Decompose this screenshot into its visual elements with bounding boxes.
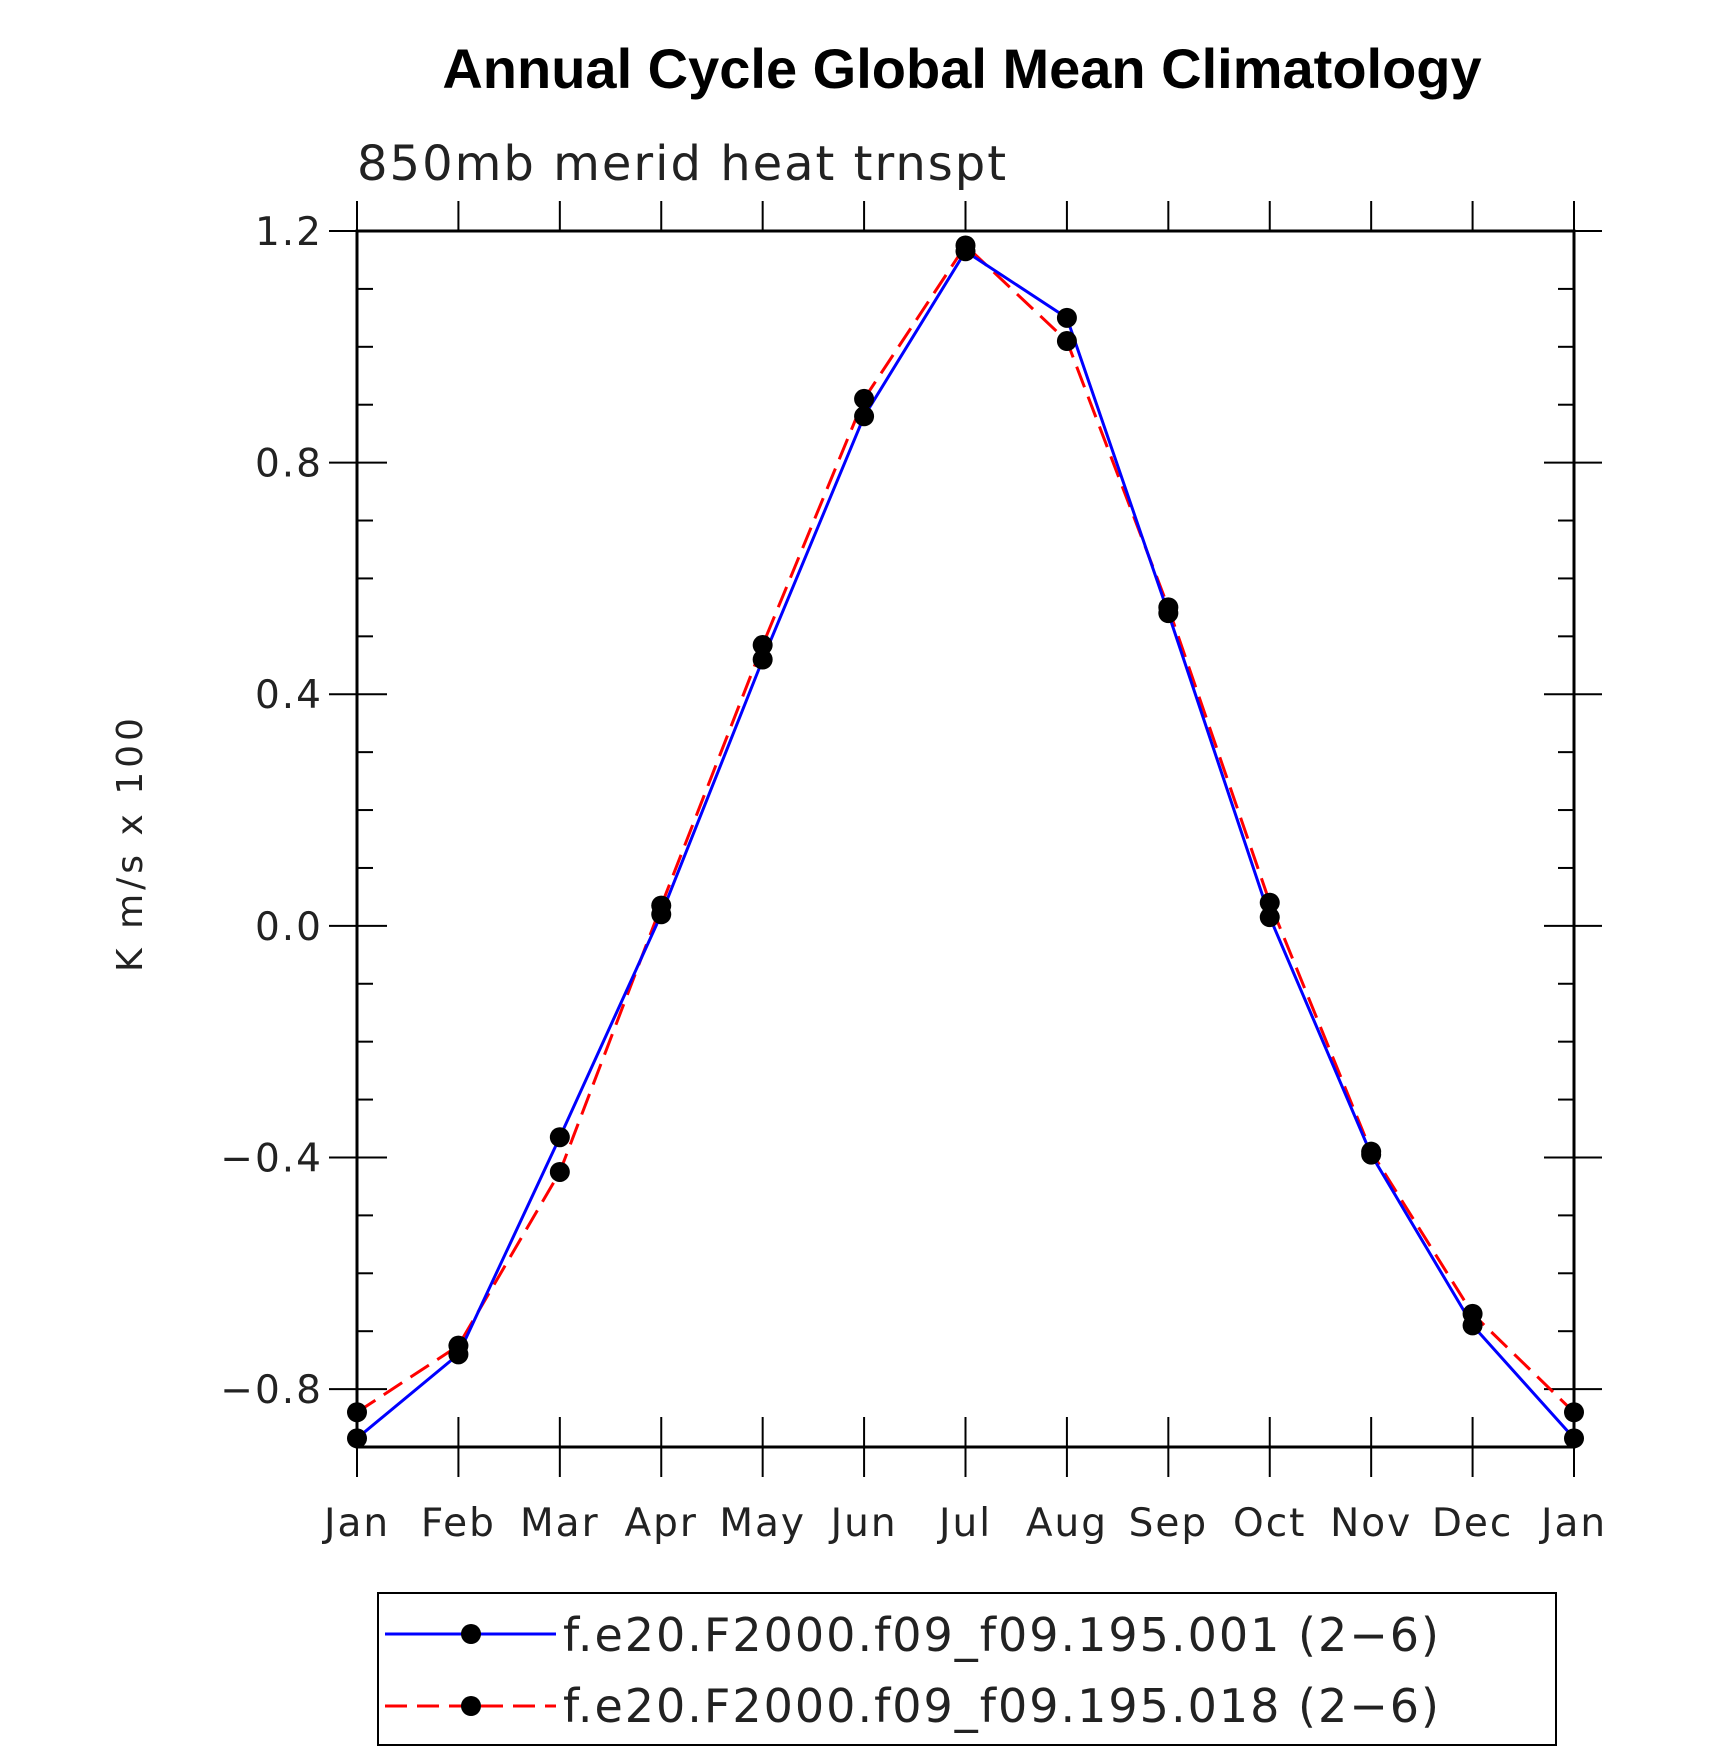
x-tick-label: May <box>719 1501 806 1546</box>
y-tick-label: −0.8 <box>220 1368 323 1413</box>
x-tick-label: Jun <box>828 1501 898 1546</box>
x-tick-label: Mar <box>520 1501 600 1546</box>
series-1-point <box>1564 1428 1584 1449</box>
chart-title: Annual Cycle Global Mean Climatology <box>442 37 1481 100</box>
y-tick-label: −0.4 <box>220 1136 323 1181</box>
series-2-point <box>1462 1303 1483 1324</box>
series-1-point <box>752 649 773 670</box>
chart-subtitle: 850mb merid heat trnspt <box>357 136 1008 192</box>
x-tick-label: Apr <box>625 1501 698 1546</box>
legend-marker-series-1 <box>461 1624 481 1644</box>
x-tick-label: Oct <box>1233 1501 1306 1546</box>
series-1-point <box>549 1127 570 1148</box>
plot-frame <box>355 229 1576 1449</box>
series-2-point <box>854 388 875 409</box>
x-tick-label: Jan <box>321 1501 390 1546</box>
legend-marker-series-2 <box>461 1696 481 1716</box>
series-2-point <box>549 1161 570 1182</box>
series-1-point <box>1056 307 1077 328</box>
plot-area-border <box>355 229 1576 1449</box>
series-lines <box>356 244 1576 1440</box>
series-2-point <box>1158 597 1179 618</box>
y-tick-label: 1.2 <box>255 210 323 255</box>
series-line-1 <box>356 249 1576 1440</box>
series-2-point <box>955 235 976 256</box>
y-tick-label: 0.0 <box>255 905 323 950</box>
x-tick-label: Sep <box>1129 1501 1209 1546</box>
series-2-point <box>651 895 672 916</box>
x-ticks: Jan Feb Mar Apr May Jun Jul Aug Sep Oct Nov Dec Jan <box>321 201 1607 1546</box>
series-1-point <box>347 1428 367 1449</box>
series-2-point <box>347 1402 367 1423</box>
x-tick-label: Aug <box>1026 1501 1108 1546</box>
y-ticks: 1.2 0.8 0.4 0.0 −0.4 −0.8 <box>220 210 1602 1448</box>
series-line-2 <box>356 244 1576 1414</box>
series-2-point <box>1259 892 1280 913</box>
series-2-point <box>1056 331 1077 352</box>
series-2-point <box>1564 1402 1584 1423</box>
series-2-point <box>1361 1141 1382 1162</box>
legend-label-series-2: f.e20.F2000.f09_f09.195.018 (2−6) <box>563 1679 1441 1733</box>
x-tick-label: Dec <box>1432 1501 1513 1546</box>
legend-box <box>377 1592 1557 1746</box>
series-2-point <box>752 635 773 656</box>
series-markers <box>347 235 1584 1449</box>
legend-label-series-1: f.e20.F2000.f09_f09.195.001 (2−6) <box>563 1608 1441 1662</box>
y-axis-label: K m/s x 100 <box>110 714 151 972</box>
y-tick-label: 0.8 <box>255 442 323 487</box>
x-tick-label: Jul <box>936 1501 992 1546</box>
y-tick-label: 0.4 <box>255 673 323 718</box>
series-2-point <box>448 1335 469 1356</box>
legend: f.e20.F2000.f09_f09.195.001 (2−6) f.e20.… <box>377 1592 1557 1746</box>
series-1-point <box>1259 907 1280 928</box>
x-tick-label: Feb <box>421 1501 496 1546</box>
x-tick-label: Nov <box>1330 1501 1412 1546</box>
series-1-point <box>854 406 875 427</box>
x-tick-label: Jan <box>1538 1501 1607 1546</box>
